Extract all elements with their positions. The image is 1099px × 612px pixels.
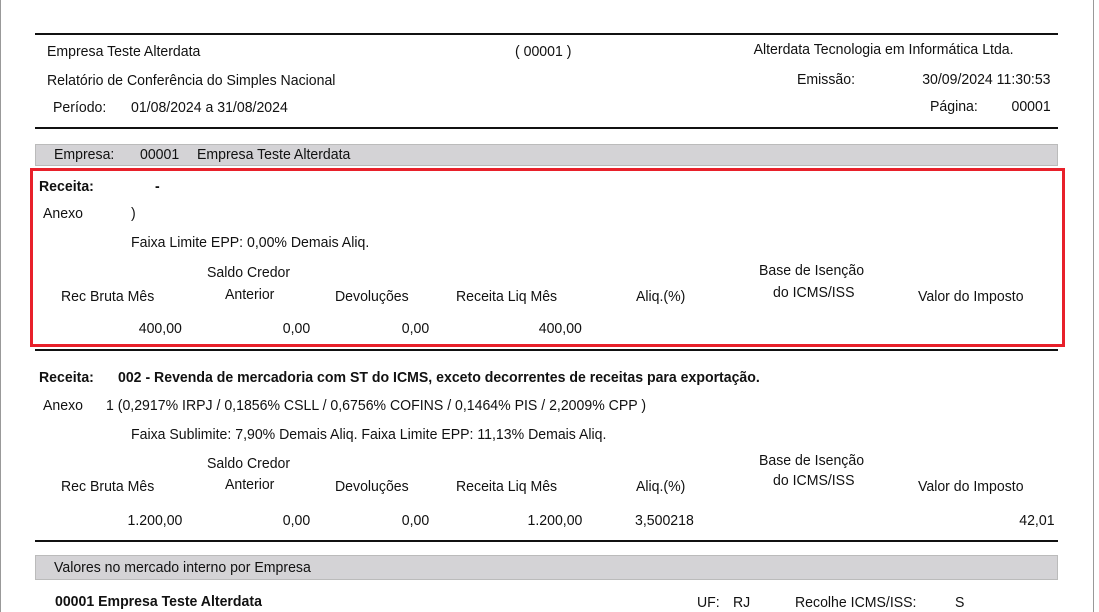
col-rec-bruta: Rec Bruta Mês [61,478,155,495]
col-aliq: Aliq.(%) [636,288,686,305]
col-rec-bruta: Rec Bruta Mês [61,288,155,305]
divider [35,127,1058,129]
divider [35,33,1058,35]
emission-label: Emissão: [797,71,855,88]
value-aliq: 3,500218 [635,512,694,529]
col-saldo: Saldo Credor [207,264,291,281]
col-saldo-2: Anterior [225,286,275,303]
faixa-text: Faixa Sublimite: 7,90% Demais Aliq. Faix… [131,426,607,443]
emission-value: 30/09/2024 11:30:53 [922,71,1051,88]
highlight-box [30,168,1065,347]
value-saldo: 0,00 [282,512,310,529]
anexo-value: ) [131,205,136,222]
company-bar-name: Empresa Teste Alterdata [197,146,351,163]
page-value: 00001 [1011,98,1051,115]
company-bar-label: Empresa: [54,146,115,163]
company-code: ( 00001 ) [515,43,572,60]
period-value: 01/08/2024 a 31/08/2024 [131,99,288,116]
col-receita-liq: Receita Liq Mês [456,288,558,305]
market-bar-label: Valores no mercado interno por Empresa [54,559,311,576]
value-rec-bruta: 400,00 [138,320,182,337]
col-base-2: do ICMS/ISS [773,472,855,489]
company-bar-code: 00001 [140,146,180,163]
divider [35,349,1058,351]
market-bar [35,555,1058,580]
receita-value: 002 - Revenda de mercadoria com ST do IC… [118,369,760,386]
divider [35,540,1058,542]
col-valor: Valor do Imposto [918,288,1024,305]
col-base: Base de Isenção [759,262,865,279]
recolhe-label: Recolhe ICMS/ISS: [795,594,917,611]
value-devolucoes: 0,00 [401,320,429,337]
faixa-text: Faixa Limite EPP: 0,00% Demais Aliq. [131,234,370,251]
period-label: Período: [53,99,107,116]
col-valor: Valor do Imposto [918,478,1024,495]
recolhe-value: S [955,594,965,611]
anexo-label: Anexo [43,205,83,222]
vendor-name: Alterdata Tecnologia em Informática Ltda… [754,41,1014,58]
company-name: Empresa Teste Alterdata [47,43,201,60]
company-bar [35,144,1058,166]
col-base: Base de Isenção [759,452,865,469]
value-valor: 42,01 [1019,512,1055,529]
value-saldo: 0,00 [282,320,310,337]
col-devolucoes: Devoluções [335,288,409,305]
report-title: Relatório de Conferência do Simples Naci… [47,72,336,89]
anexo-label: Anexo [43,397,83,414]
col-aliq: Aliq.(%) [636,478,686,495]
receita-label: Receita: [39,369,94,386]
value-receita-liq: 400,00 [538,320,582,337]
col-devolucoes: Devoluções [335,478,409,495]
col-receita-liq: Receita Liq Mês [456,478,558,495]
value-rec-bruta: 1.200,00 [127,512,182,529]
page-label: Página: [930,98,978,115]
receita-value: - [155,178,160,195]
col-saldo-2: Anterior [225,476,275,493]
col-base-2: do ICMS/ISS [773,284,855,301]
uf-value: RJ [733,594,751,611]
uf-label: UF: [697,594,720,611]
value-devolucoes: 0,00 [401,512,429,529]
anexo-value: 1 (0,2917% IRPJ / 0,1856% CSLL / 0,6756%… [106,397,647,414]
col-saldo: Saldo Credor [207,455,291,472]
footer-company: 00001 Empresa Teste Alterdata [55,593,262,610]
value-receita-liq: 1.200,00 [527,512,582,529]
receita-label: Receita: [39,178,94,195]
